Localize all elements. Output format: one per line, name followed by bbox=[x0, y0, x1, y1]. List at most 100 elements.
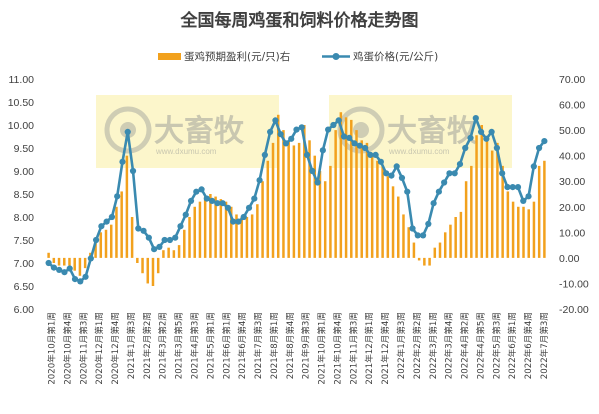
profit-bar bbox=[470, 165, 473, 258]
egg-price-point bbox=[398, 174, 406, 181]
egg-price-point bbox=[504, 184, 511, 191]
egg-price-point bbox=[119, 158, 126, 165]
profit-bar bbox=[120, 191, 123, 258]
x-tick-label: 2021年8月第1周 bbox=[268, 312, 280, 379]
legend: 蛋鸡预期盈利(元/只)右 鸡蛋价格(元/公斤) bbox=[158, 50, 438, 63]
watermark-site-left: www.dxumu.com bbox=[155, 147, 217, 156]
egg-price-point bbox=[140, 227, 147, 234]
egg-price-point bbox=[172, 234, 179, 241]
profit-bar bbox=[365, 142, 369, 258]
egg-price-point bbox=[293, 126, 300, 133]
egg-price-point bbox=[198, 186, 205, 193]
profit-bar bbox=[83, 257, 87, 269]
profit-bar bbox=[412, 242, 416, 258]
egg-price-point bbox=[467, 134, 474, 141]
left-tick-label: 9.50 bbox=[14, 143, 35, 155]
profit-bar bbox=[355, 130, 358, 258]
egg-price-point bbox=[414, 232, 421, 239]
left-tick-label: 6.00 bbox=[14, 304, 35, 316]
egg-price-point bbox=[209, 197, 216, 204]
profit-bar bbox=[250, 214, 254, 258]
profit-bar bbox=[172, 250, 176, 258]
egg-price-point bbox=[98, 223, 105, 230]
profit-bar bbox=[344, 117, 348, 258]
egg-price-point bbox=[330, 121, 337, 129]
profit-bar bbox=[339, 112, 343, 258]
profit-bar bbox=[136, 257, 139, 263]
profit-bar bbox=[485, 140, 489, 258]
x-tick-label: 2021年6月第4周 bbox=[236, 312, 248, 379]
x-tick-label: 2021年10月第4周 bbox=[331, 312, 343, 385]
legend-line-marker bbox=[332, 53, 340, 60]
profit-bar bbox=[496, 142, 499, 258]
profit-bar bbox=[334, 130, 337, 258]
profit-bar bbox=[245, 217, 249, 258]
egg-price-point bbox=[314, 179, 321, 186]
right-tick-label: 10.00 bbox=[559, 227, 585, 239]
left-tick-label: 11.00 bbox=[9, 74, 35, 86]
egg-price-point bbox=[161, 236, 168, 244]
left-tick-label: 9.00 bbox=[14, 166, 35, 178]
profit-bar bbox=[146, 257, 150, 284]
egg-price-point bbox=[45, 259, 52, 267]
egg-price-point bbox=[224, 204, 232, 211]
x-tick-label: 2021年10月第1周 bbox=[316, 312, 328, 385]
egg-price-point bbox=[404, 188, 411, 195]
watermark-logo-left: 大畜牧 www.dxumu.com bbox=[104, 106, 245, 156]
x-tick-label: 2022年5月第3周 bbox=[490, 312, 502, 379]
profit-bar bbox=[57, 257, 61, 266]
profit-bar bbox=[438, 242, 442, 258]
egg-price-point bbox=[303, 151, 311, 158]
profit-bar bbox=[203, 196, 207, 258]
egg-price-point bbox=[93, 236, 100, 244]
profit-bar bbox=[261, 181, 264, 258]
x-tick-label: 2021年12月第1周 bbox=[363, 312, 375, 385]
egg-price-point bbox=[319, 147, 326, 154]
egg-price-point bbox=[114, 193, 121, 200]
profit-bar bbox=[224, 201, 228, 258]
right-tick-label: 40.00 bbox=[559, 151, 585, 163]
profit-bars bbox=[47, 112, 546, 286]
egg-price-point bbox=[325, 126, 332, 133]
egg-price-point bbox=[71, 276, 79, 283]
profit-bar bbox=[454, 217, 457, 258]
profit-bar bbox=[230, 206, 233, 258]
egg-price-point bbox=[388, 172, 395, 179]
x-tick-label: 2022年3月第4周 bbox=[443, 312, 455, 379]
x-tick-label: 2020年10月第1周 bbox=[46, 312, 58, 385]
egg-price-point bbox=[509, 184, 516, 191]
egg-price-point bbox=[182, 211, 189, 218]
profit-bar bbox=[506, 191, 510, 258]
legend-bar-label: 蛋鸡预期盈利(元/只)右 bbox=[184, 50, 290, 63]
egg-price-point bbox=[277, 131, 284, 138]
profit-bar bbox=[271, 142, 275, 258]
egg-price-point bbox=[372, 151, 379, 158]
egg-price-point bbox=[108, 213, 116, 221]
profit-bar bbox=[417, 257, 421, 261]
x-tick-label: 2021年8月第4周 bbox=[284, 312, 296, 379]
profit-bar bbox=[391, 186, 395, 258]
x-axis: 2020年10月第1周 2020年10月第4周 2020年11月第3周 2020年12… bbox=[46, 312, 551, 385]
profit-bar bbox=[511, 201, 515, 258]
profit-bar bbox=[141, 257, 144, 274]
egg-price-point bbox=[530, 163, 537, 170]
egg-price-point bbox=[282, 140, 290, 147]
x-tick-label: 2022年3月第1周 bbox=[427, 312, 439, 379]
left-tick-label: 6.50 bbox=[14, 281, 35, 293]
x-tick-label: 2022年6月第1周 bbox=[506, 312, 518, 379]
egg-price-point bbox=[272, 117, 279, 124]
egg-price-point bbox=[251, 195, 258, 202]
egg-price-point bbox=[377, 158, 384, 165]
egg-price-point bbox=[477, 128, 485, 135]
x-tick-label: 2020年10月第4周 bbox=[61, 312, 73, 385]
profit-bar bbox=[63, 257, 66, 266]
profit-bar bbox=[219, 199, 223, 258]
profit-bar bbox=[235, 214, 238, 258]
egg-price-point bbox=[56, 266, 63, 273]
x-tick-label: 2020年11月第3周 bbox=[77, 312, 89, 385]
x-tick-label: 2021年3月第5周 bbox=[173, 312, 185, 379]
profit-bar bbox=[527, 209, 530, 258]
egg-price-point bbox=[441, 179, 448, 186]
left-tick-label: 8.00 bbox=[14, 212, 35, 224]
